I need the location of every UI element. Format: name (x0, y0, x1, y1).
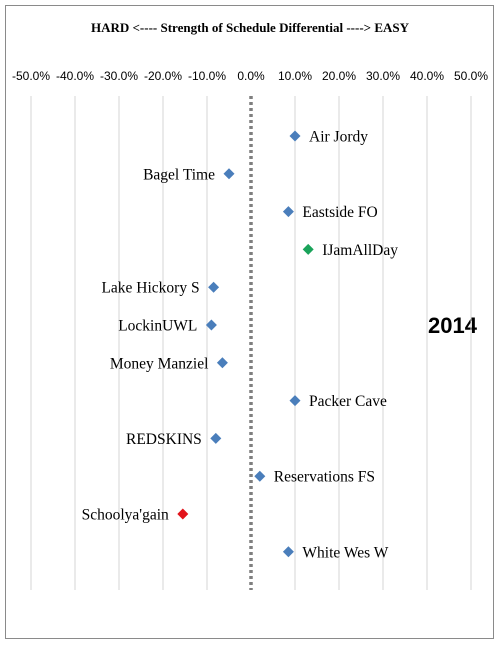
point-label: Air Jordy (309, 129, 368, 146)
point-label: REDSKINS (126, 431, 202, 448)
point-label: Reservations FS (274, 469, 375, 486)
point-label: Packer Cave (309, 393, 387, 410)
point-label: Eastside FO (302, 204, 377, 221)
point-label: LockinUWL (118, 318, 197, 335)
chart-title: HARD <---- Strength of Schedule Differen… (91, 20, 409, 35)
x-tick-label: -30.0% (100, 69, 138, 83)
x-tick-label: 50.0% (454, 69, 488, 83)
data-point (289, 395, 301, 407)
data-point (177, 508, 189, 520)
x-tick-label: 0.0% (237, 69, 265, 83)
data-point (254, 470, 266, 482)
data-point (289, 130, 301, 142)
data-point (282, 546, 294, 558)
x-tick-label: -20.0% (144, 69, 182, 83)
data-point (223, 168, 235, 180)
data-point (210, 432, 222, 444)
x-tick-label: 30.0% (366, 69, 400, 83)
point-label: IJamAllDay (322, 242, 398, 259)
x-tick-label: -40.0% (56, 69, 94, 83)
data-point (282, 206, 294, 218)
point-label: Schoolya'gain (82, 507, 169, 524)
x-tick-label: -50.0% (12, 69, 50, 83)
data-point (302, 243, 314, 255)
x-tick-label: 20.0% (322, 69, 356, 83)
point-label: Money Manziel (110, 355, 209, 372)
x-tick-label: 40.0% (410, 69, 444, 83)
data-point (208, 281, 220, 293)
point-label: White Wes W (302, 544, 388, 561)
point-label: Lake Hickory S (101, 280, 199, 297)
data-point (205, 319, 217, 331)
point-label: Bagel Time (143, 166, 215, 183)
data-point (216, 357, 228, 369)
year-label: 2014 (428, 313, 477, 338)
x-tick-label: -10.0% (188, 69, 226, 83)
x-tick-label: 10.0% (278, 69, 312, 83)
